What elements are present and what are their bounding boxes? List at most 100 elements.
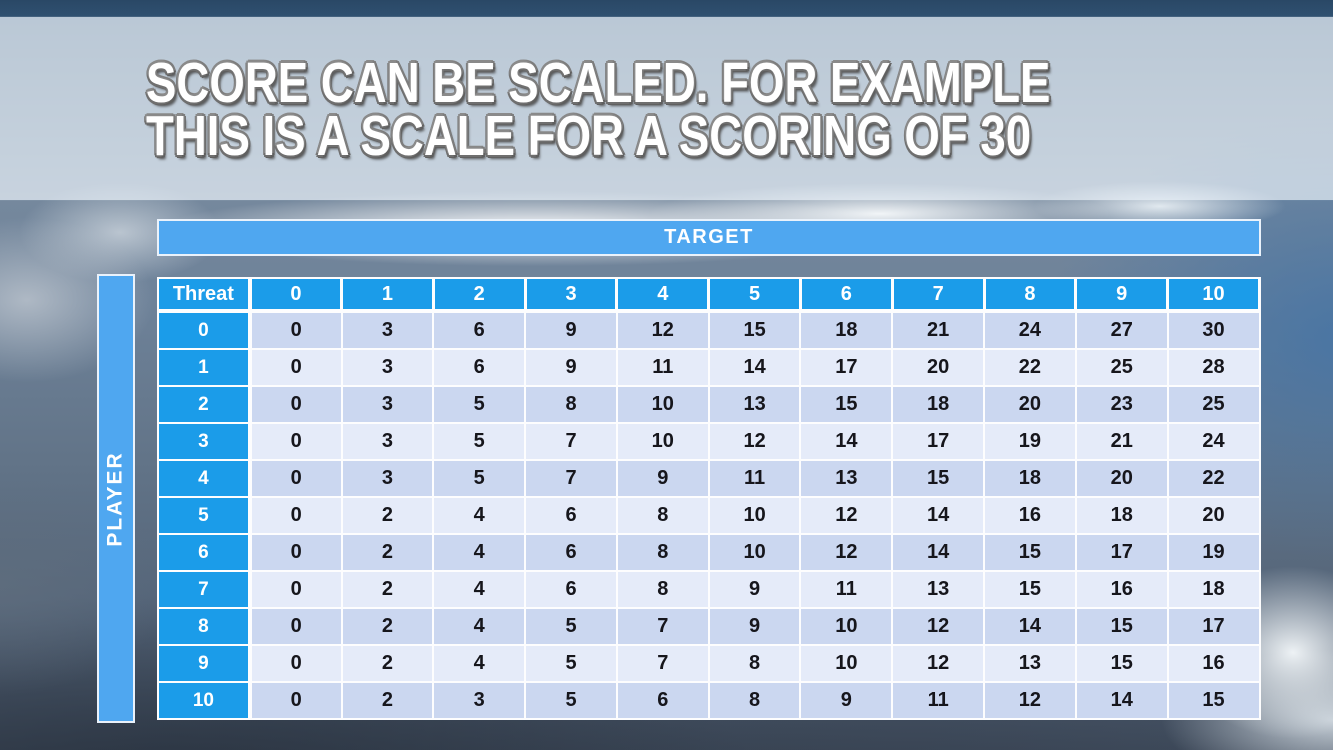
score-cell: 17	[891, 422, 986, 461]
score-cell: 8	[524, 385, 618, 424]
score-cell: 0	[248, 607, 343, 646]
score-cell: 16	[1166, 644, 1261, 683]
score-cell: 7	[615, 607, 710, 646]
score-cell: 7	[524, 459, 618, 498]
title-band	[0, 17, 1333, 200]
score-cell: 15	[891, 459, 986, 498]
score-cell: 20	[891, 348, 986, 387]
column-header-cell: 3	[524, 277, 619, 313]
score-cell: 19	[1166, 533, 1261, 572]
row-header-cell: 1	[157, 348, 252, 387]
score-cell: 10	[799, 644, 894, 683]
score-cell: 15	[799, 385, 894, 424]
score-cell: 7	[615, 644, 710, 683]
table-row: 5 0 2 4 6 8 10 12 14 16 18 20	[157, 496, 1261, 535]
table-row: 6 0 2 4 6 8 10 12 14 15 17 19	[157, 533, 1261, 572]
target-axis-label: TARGET	[157, 219, 1261, 256]
score-cell: 28	[1166, 348, 1261, 387]
score-cell: 17	[1074, 533, 1169, 572]
table-row: 2 0 3 5 8 10 13 15 18 20 23 25	[157, 385, 1261, 424]
score-cell: 16	[983, 496, 1077, 535]
score-cell: 12	[891, 644, 986, 683]
score-cell: 2	[340, 496, 435, 535]
score-cell: 3	[340, 348, 435, 387]
score-cell: 11	[615, 348, 710, 387]
row-header-cell: 3	[157, 422, 252, 461]
score-cell: 9	[524, 310, 618, 350]
score-cell: 0	[248, 348, 343, 387]
score-table-body: 0 0 3 6 9 12 15 18 21 24 27 30 1 0 3 6 9 11 14 17 20 22 25 28 2 0…	[157, 310, 1261, 720]
column-header-cell: 9	[1074, 277, 1170, 313]
score-cell: 10	[799, 607, 894, 646]
score-cell: 2	[340, 570, 435, 609]
player-axis-label: PLAYER	[97, 274, 135, 723]
score-cell: 4	[432, 570, 527, 609]
score-cell: 24	[1166, 422, 1261, 461]
row-header-cell: 6	[157, 533, 252, 572]
score-cell: 0	[248, 533, 343, 572]
score-cell: 14	[891, 496, 986, 535]
table-row: 4 0 3 5 7 9 11 13 15 18 20 22	[157, 459, 1261, 498]
table-row: 7 0 2 4 6 8 9 11 13 15 16 18	[157, 570, 1261, 609]
score-cell: 23	[1074, 385, 1169, 424]
row-header-cell: 7	[157, 570, 252, 609]
score-cell: 20	[1074, 459, 1169, 498]
score-cell: 20	[983, 385, 1077, 424]
score-cell: 13	[983, 644, 1077, 683]
score-cell: 18	[799, 310, 894, 350]
score-cell: 11	[707, 459, 802, 498]
row-header-cell: 10	[157, 681, 252, 720]
score-cell: 27	[1074, 310, 1169, 350]
score-cell: 15	[1074, 607, 1169, 646]
score-cell: 6	[432, 310, 527, 350]
table-row: 3 0 3 5 7 10 12 14 17 19 21 24	[157, 422, 1261, 461]
score-cell: 0	[248, 310, 343, 350]
score-cell: 9	[707, 607, 802, 646]
slide-title-line-2: THIS IS A SCALE FOR A SCORING OF 30	[146, 104, 1032, 168]
score-cell: 8	[615, 496, 710, 535]
score-cell: 22	[1166, 459, 1261, 498]
score-cell: 13	[707, 385, 802, 424]
score-cell: 6	[432, 348, 527, 387]
slide-title: SCORE CAN BE SCALED. FOR EXAMPLE THIS IS…	[146, 55, 1050, 168]
score-cell: 11	[891, 681, 986, 720]
table-row: 9 0 2 4 5 7 8 10 12 13 15 16	[157, 644, 1261, 683]
score-cell: 0	[248, 570, 343, 609]
header-row: Threat 0 1 2 3 4 5 6 7 8 9 10	[157, 277, 1261, 313]
score-cell: 21	[1074, 422, 1169, 461]
score-cell: 12	[983, 681, 1077, 720]
score-cell: 10	[707, 496, 802, 535]
row-header-cell: 2	[157, 385, 252, 424]
score-cell: 15	[983, 570, 1077, 609]
score-cell: 4	[432, 496, 527, 535]
table-row: 0 0 3 6 9 12 15 18 21 24 27 30	[157, 310, 1261, 350]
score-cell: 13	[891, 570, 986, 609]
score-cell: 2	[340, 681, 435, 720]
score-cell: 18	[891, 385, 986, 424]
score-cell: 2	[340, 607, 435, 646]
score-cell: 14	[707, 348, 802, 387]
score-cell: 18	[983, 459, 1077, 498]
score-cell: 7	[524, 422, 618, 461]
score-cell: 0	[248, 422, 343, 461]
target-axis-text: TARGET	[664, 226, 754, 248]
column-header-cell: 6	[799, 277, 894, 313]
score-cell: 8	[615, 570, 710, 609]
score-cell: 10	[615, 422, 710, 461]
score-cell: 2	[340, 644, 435, 683]
score-cell: 8	[707, 644, 802, 683]
score-cell: 2	[340, 533, 435, 572]
column-header-cell: 1	[340, 277, 435, 313]
score-cell: 12	[707, 422, 802, 461]
score-cell: 4	[432, 607, 527, 646]
score-cell: 6	[524, 533, 618, 572]
column-header-cell: 8	[983, 277, 1078, 313]
score-cell: 14	[1074, 681, 1169, 720]
score-cell: 3	[340, 385, 435, 424]
score-cell: 14	[983, 607, 1077, 646]
score-cell: 14	[799, 422, 894, 461]
score-cell: 0	[248, 496, 343, 535]
score-cell: 3	[340, 422, 435, 461]
score-cell: 3	[432, 681, 527, 720]
